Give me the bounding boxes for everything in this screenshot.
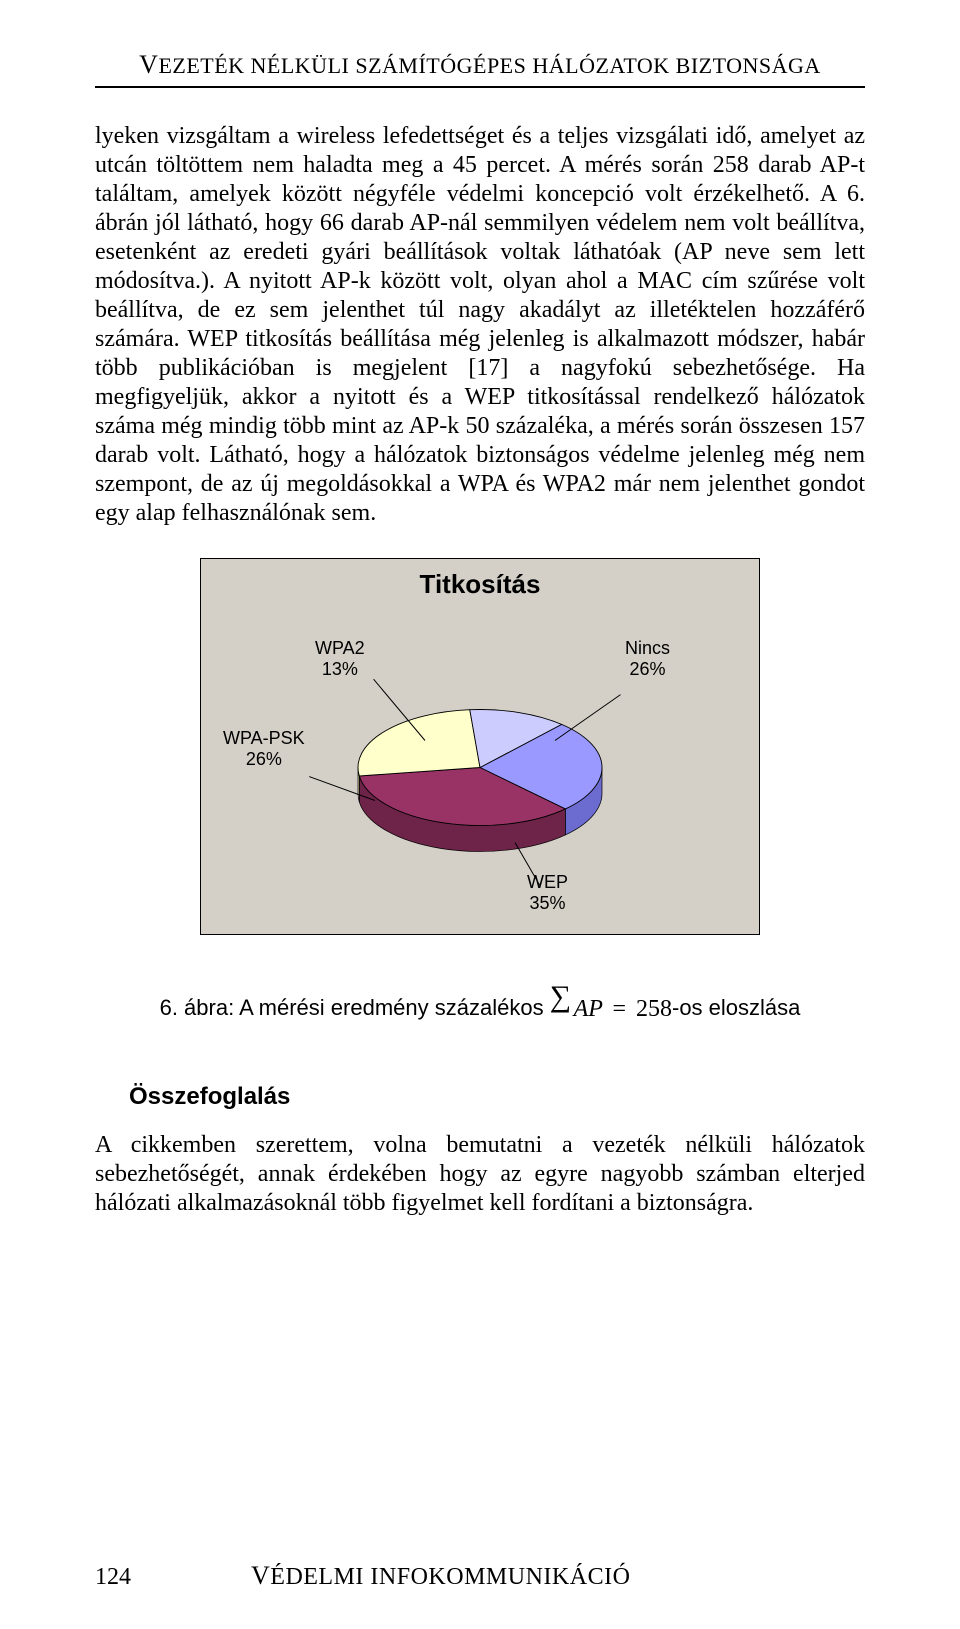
running-head: VEZETÉK NÉLKÜLI SZÁMÍTÓGÉPES HÁLÓZATOK B… bbox=[95, 50, 865, 80]
header-rule bbox=[95, 86, 865, 88]
figure-caption: 6. ábra: A mérési eredmény százalékos ∑ … bbox=[95, 995, 865, 1023]
pie-label: Nincs26% bbox=[625, 638, 670, 679]
pie-label: WEP35% bbox=[527, 872, 568, 913]
page-footer: 124 VÉDELMI INFOKOMMUNIKÁCIÓ bbox=[95, 1561, 865, 1591]
pie-label: WPA-PSK26% bbox=[223, 728, 305, 769]
body-paragraph-summary: A cikkemben szerettem, volna bemutatni a… bbox=[95, 1131, 865, 1218]
caption-prefix: 6. ábra: A mérési eredmény százalékos bbox=[160, 995, 544, 1020]
pie-chart-frame: Titkosítás Nincs26% WEP35% WPA-PSK26% WP… bbox=[200, 558, 760, 935]
formula-var: AP bbox=[574, 996, 603, 1022]
pie-svg-wrap bbox=[350, 708, 610, 865]
page: VEZETÉK NÉLKÜLI SZÁMÍTÓGÉPES HÁLÓZATOK B… bbox=[0, 0, 960, 1629]
pie-chart-block: Titkosítás Nincs26% WEP35% WPA-PSK26% WP… bbox=[200, 558, 760, 935]
pie-chart-area: Nincs26% WEP35% WPA-PSK26% WPA213% bbox=[205, 610, 755, 930]
caption-suffix: -os eloszlása bbox=[672, 995, 800, 1020]
pie-svg bbox=[350, 708, 610, 860]
formula-val: 258 bbox=[636, 996, 672, 1022]
sigma-symbol: ∑ bbox=[550, 980, 571, 1014]
caption-formula: ∑ AP = 258 bbox=[550, 996, 672, 1023]
pie-chart-title: Titkosítás bbox=[205, 563, 755, 610]
formula-eq: = bbox=[608, 996, 630, 1022]
page-number: 124 bbox=[95, 1564, 131, 1591]
section-heading-summary: Összefoglalás bbox=[129, 1083, 865, 1111]
footer-title: VÉDELMI INFOKOMMUNIKÁCIÓ bbox=[251, 1561, 630, 1591]
pie-label: WPA213% bbox=[315, 638, 365, 679]
body-paragraph-1: lyeken vizsgáltam a wireless lefedettség… bbox=[95, 122, 865, 528]
